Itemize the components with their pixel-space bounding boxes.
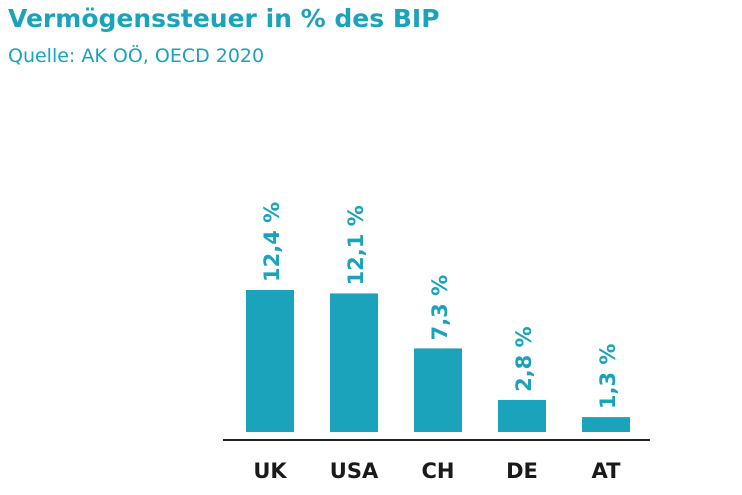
chart-title: Vermögenssteuer in % des BIP <box>8 4 440 33</box>
bar-uk <box>246 290 294 432</box>
value-labels-group: 12,4 % 12,1 % 7,3 % 2,8 % 1,3 % <box>260 202 620 409</box>
category-label-usa: USA <box>330 459 379 483</box>
bar-ch <box>414 348 462 432</box>
value-label-usa: 12,1 % <box>344 205 368 285</box>
value-label-at: 1,3 % <box>596 344 620 410</box>
value-label-ch: 7,3 % <box>428 275 452 341</box>
bar-at <box>582 417 630 432</box>
chart-source: Quelle: AK OÖ, OECD 2020 <box>8 45 265 67</box>
bar-de <box>498 399 546 432</box>
category-label-ch: CH <box>422 459 455 483</box>
category-label-de: DE <box>506 459 538 483</box>
bars-group <box>246 290 630 432</box>
value-label-uk: 12,4 % <box>260 202 284 282</box>
category-labels-group: UK USA CH DE AT <box>253 459 621 483</box>
category-label-at: AT <box>592 459 622 483</box>
value-label-de: 2,8 % <box>512 326 536 392</box>
category-label-uk: UK <box>253 459 287 483</box>
bar-usa <box>330 293 378 432</box>
